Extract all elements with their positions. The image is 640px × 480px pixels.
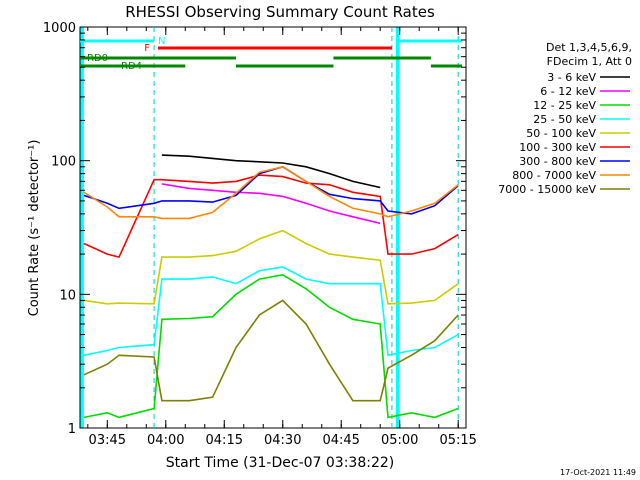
legend-entry-label: 300 - 800 keV: [519, 155, 596, 168]
state-bar-label: F: [144, 43, 150, 54]
y-tick-label: 10: [59, 288, 76, 303]
legend-entry-label: 6 - 12 keV: [540, 85, 596, 98]
legend-header: FDecim 1, Att 0: [547, 55, 632, 68]
legend-entry-label: 25 - 50 keV: [533, 113, 596, 126]
series-line: [83, 299, 459, 402]
series-line: [83, 273, 459, 419]
timestamp: 17-Oct-2021 11:49: [560, 468, 636, 477]
legend-entry-label: 7000 - 15000 keV: [498, 183, 596, 196]
series-line: [83, 165, 459, 220]
legend-entry-label: 800 - 7000 keV: [512, 169, 596, 182]
legend-entry-label: 50 - 100 keV: [526, 127, 596, 140]
legend-entry-label: 100 - 300 keV: [519, 141, 596, 154]
chart-title: RHESSI Observing Summary Count Rates: [125, 3, 435, 21]
axes: 03:45 04:00 04:15 04:30 04:45 05:00 05:15 1 10 10…: [43, 21, 477, 448]
y-axis-label: Count Rate (s⁻¹ detector⁻¹): [27, 140, 42, 317]
x-tick-label: 03:45: [89, 433, 126, 448]
night-bands: [80, 27, 400, 428]
series-lines: [83, 154, 459, 419]
plot-border: [79, 26, 467, 429]
plot-frame: [79, 26, 467, 429]
x-tick-label: 04:30: [264, 433, 301, 448]
night-band: [395, 27, 400, 428]
y-tick-label: 100: [51, 155, 76, 170]
legend: Det 1,3,4,5,6,9,FDecim 1, Att 0 3 - 6 keV…: [498, 41, 632, 196]
x-tick-label: 05:00: [381, 433, 418, 448]
y-tick-label: 1: [68, 422, 76, 437]
series-line: [161, 183, 381, 225]
night-band: [80, 27, 84, 428]
x-tick-label: 04:00: [147, 433, 184, 448]
legend-entry-label: 3 - 6 keV: [547, 71, 596, 84]
series-line: [83, 266, 459, 357]
series-line: [83, 229, 459, 305]
x-tick-label: 05:15: [439, 433, 476, 448]
x-tick-label: 04:15: [206, 433, 243, 448]
x-tick-label: 04:45: [322, 433, 359, 448]
state-bar-label: N: [158, 36, 165, 47]
series-line: [83, 174, 459, 259]
state-bar-label: RD4: [121, 61, 142, 72]
legend-entry-label: 12 - 25 keV: [533, 99, 596, 112]
state-bars: NF RD0 RD4: [80, 36, 463, 72]
y-tick-label: 1000: [43, 21, 76, 36]
state-bar-label: RD0: [87, 53, 108, 64]
legend-header: Det 1,3,4,5,6,9,: [546, 41, 632, 54]
x-axis-label: Start Time (31-Dec-07 03:38:22): [166, 455, 394, 471]
series-line: [161, 154, 381, 189]
